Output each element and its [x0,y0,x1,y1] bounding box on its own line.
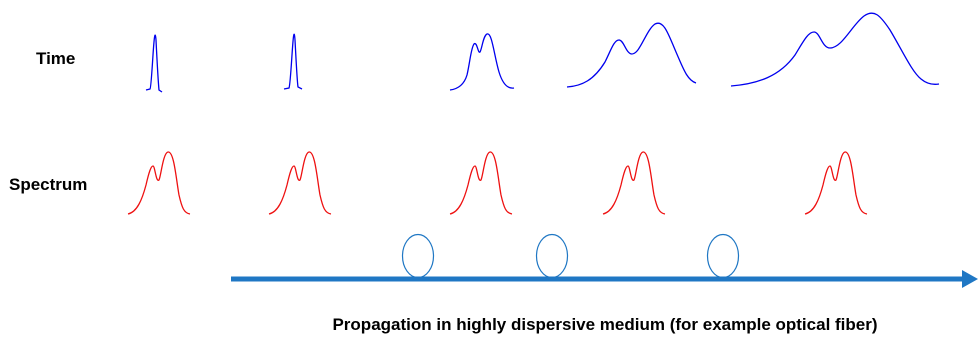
spectrum-3 [449,151,513,215]
arrowhead-icon [962,270,978,288]
time-pulse-2 [283,33,303,90]
spectrum-5 [804,151,868,215]
time-pulse-3 [449,33,515,91]
spectrum-2 [268,151,332,215]
fiber-loop-1 [401,233,435,279]
time-row-label: Time [36,49,76,68]
fiber-loops [401,233,740,279]
fiber-loop-2 [535,233,569,279]
fiber-loop-3 [706,233,740,279]
spectrum-4 [602,151,666,215]
spectra [127,151,868,215]
time-pulse-1 [145,34,163,93]
time-pulse-4 [566,22,697,88]
time-pulses [145,12,940,93]
propagation-caption: Propagation in highly dispersive medium … [332,315,878,334]
spectrum-row-label: Spectrum [9,175,88,194]
time-pulse-5 [730,12,940,87]
propagation-arrow [231,270,978,288]
spectrum-1 [127,151,191,215]
